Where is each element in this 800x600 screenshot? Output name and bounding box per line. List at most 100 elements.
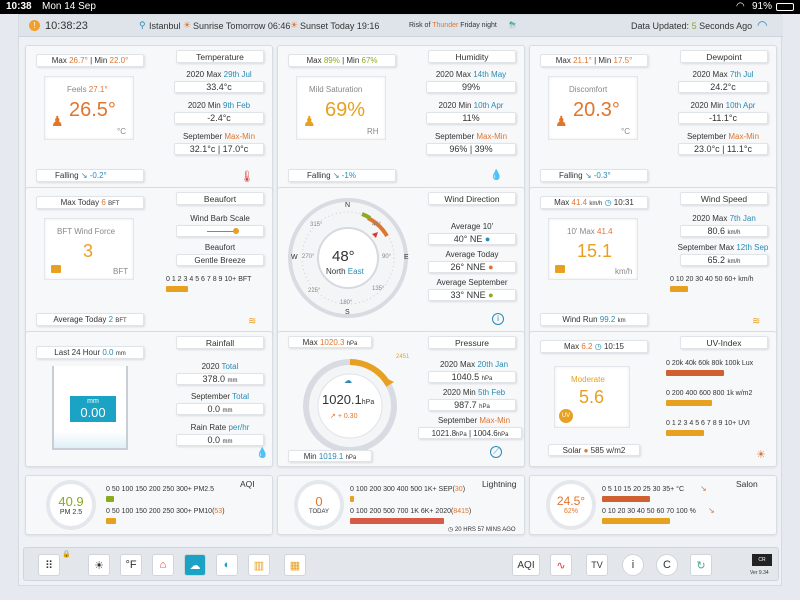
dew-row2: 2020 Min 10th Apr bbox=[690, 101, 756, 110]
tick-90: 90° bbox=[382, 254, 392, 260]
logo: CR bbox=[752, 554, 772, 566]
location-pin-icon: ⚲ bbox=[139, 20, 146, 30]
temp-title: Temperature bbox=[176, 50, 264, 63]
cloud-icon: ☁ bbox=[344, 376, 352, 385]
dial-top-label: 2451 bbox=[396, 354, 410, 360]
temp-trend: Falling ↘ -0.2° bbox=[36, 169, 144, 182]
wind-direction-tile[interactable]: Wind Direction N E S W 45° 90° 135° 180°… bbox=[277, 187, 525, 337]
ws-10max: 10' Max 41.4 bbox=[567, 227, 613, 236]
bft-badge-icon bbox=[51, 265, 61, 273]
dew-row1: 2020 Max 7th Jul bbox=[692, 70, 754, 79]
person-icon: ♟ bbox=[555, 113, 568, 129]
wind-waves-icon: ≋ bbox=[248, 316, 257, 327]
hum-row2-val: 11% bbox=[426, 112, 516, 124]
rain-title: Rainfall bbox=[176, 336, 264, 349]
lock-icon: 🔒 bbox=[62, 551, 71, 558]
bft-desc: BFT Wind Force bbox=[57, 227, 116, 236]
grid-menu-icon[interactable]: ⠿ bbox=[38, 554, 60, 576]
hum-main-panel: Mild Saturation 69% ♟ RH bbox=[296, 76, 386, 140]
dew-desc: Discomfort bbox=[569, 85, 608, 94]
dewpoint-tile[interactable]: Max 21.1° | Min 17.5° Dewpoint Discomfor… bbox=[529, 45, 777, 193]
trend-icon: ↘ bbox=[708, 506, 715, 515]
uv-max: Max 6.2 ◷ 10:15 bbox=[540, 340, 648, 353]
ws-row2: September Max 12th Sep bbox=[677, 243, 769, 252]
pres-row1-val: 1040.5 hPa bbox=[428, 371, 516, 383]
uv-tile[interactable]: Max 6.2 ◷ 10:15 UV-Index Moderate 5.6 UV… bbox=[529, 331, 777, 467]
temp-main-panel: Feels 27.1° 26.5° ♟ °C bbox=[44, 76, 134, 140]
temperature-tile[interactable]: Max 26.7° | Min 22.0° Temperature Feels … bbox=[25, 45, 273, 193]
copyright-button[interactable]: C bbox=[656, 554, 678, 576]
dew-max-min: Max 21.1° | Min 17.5° bbox=[540, 54, 648, 67]
compass-s: S bbox=[345, 309, 350, 316]
rain-last24: Last 24 Hour 0.0 mm bbox=[36, 346, 144, 359]
uv-desc: Moderate bbox=[571, 375, 605, 384]
data-updated: Data Updated: 5 Seconds Ago bbox=[631, 21, 753, 31]
lightning-tile[interactable]: 0 TODAY Lightning 0 100 200 300 400 500 … bbox=[277, 475, 525, 535]
aqi-tile[interactable]: 40.9 PM 2.5 AQI 0 50 100 150 200 250 300… bbox=[25, 475, 273, 535]
tv-button[interactable]: TV bbox=[586, 554, 608, 576]
info-button[interactable]: i bbox=[622, 554, 644, 576]
salon-tile[interactable]: 24.5° 62% Salon 0 5 10 15 20 25 30 35+ °… bbox=[529, 475, 777, 535]
house-icon[interactable]: ⌂ bbox=[152, 554, 174, 576]
theme-icon[interactable]: ☀ bbox=[88, 554, 110, 576]
compass-w: W bbox=[291, 254, 298, 261]
year-bar bbox=[350, 518, 444, 524]
calendar-icon[interactable]: ▦ bbox=[284, 554, 306, 576]
forecast-icon: ⛈ bbox=[509, 20, 517, 30]
wifi-status-icon: ◠ bbox=[757, 18, 768, 32]
pulse-icon[interactable]: ∿ bbox=[550, 554, 572, 576]
wind-waves-icon: ≋ bbox=[752, 316, 761, 327]
barb-label: Wind Barb Scale bbox=[190, 214, 250, 223]
chart-icon[interactable]: ▥ bbox=[248, 554, 270, 576]
temp-row2: 2020 Min 9th Feb bbox=[187, 101, 251, 110]
bft-title: Beaufort bbox=[176, 192, 264, 205]
moon-icon[interactable]: ◐ bbox=[216, 554, 238, 576]
hum-value: 69% bbox=[325, 99, 366, 121]
humidity-tile[interactable]: Max 89% | Min 67% Humidity Mild Saturati… bbox=[277, 45, 525, 193]
rain-row3: Rain Rate per/hr bbox=[190, 423, 250, 432]
year-scale: 0 100 200 500 700 1K 6K+ 2020(8415) bbox=[350, 508, 472, 515]
tick-45: 45° bbox=[372, 222, 382, 228]
rainfall-tile[interactable]: Last 24 Hour 0.0 mm Rainfall mm 0.00 202… bbox=[25, 331, 273, 467]
city: Istanbul bbox=[149, 21, 181, 31]
thermometer-icon: 🌡 bbox=[240, 171, 254, 183]
avgday: 26° NNE ● bbox=[428, 261, 516, 273]
compass-dial bbox=[288, 198, 408, 318]
beaufort-desc: Gentle Breeze bbox=[176, 254, 264, 266]
sunrise: Sunrise Tomorrow 06:46 bbox=[193, 21, 291, 31]
beaufort-tile[interactable]: Max Today 6 BFT Beaufort BFT Wind Force … bbox=[25, 187, 273, 337]
bft-max: Max Today 6 BFT bbox=[36, 196, 144, 209]
gauge-icon: ⟋ bbox=[490, 446, 502, 458]
info-icon[interactable]: i bbox=[492, 313, 504, 325]
sep-scale: 0 100 200 300 400 500 1K+ SEP(30) bbox=[350, 486, 466, 493]
pressure-tile[interactable]: Max 1020.3 hPa Pressure 2451 ☁ 1020.1hPa… bbox=[277, 331, 525, 467]
winddir-degrees: 48° bbox=[332, 248, 355, 265]
refresh-icon[interactable]: ↻ bbox=[690, 554, 712, 576]
weather-dashboard: ! 10:38:23 ⚲ Istanbul ☀ Sunrise Tomorrow… bbox=[18, 14, 783, 586]
ws-row1: 2020 Max 7th Jan bbox=[692, 214, 756, 223]
lux-bar bbox=[666, 370, 724, 376]
pres-row1: 2020 Max 20th Jan bbox=[439, 360, 509, 369]
rain-gauge-display: mm 0.00 bbox=[70, 396, 116, 422]
feels-label: Feels 27.1° bbox=[67, 85, 108, 94]
unit-toggle-button[interactable]: °F bbox=[120, 554, 142, 576]
aqi-button[interactable]: AQI bbox=[512, 554, 540, 576]
rain-row2-val: 0.0 mm bbox=[176, 403, 264, 415]
aqi-title: AQI bbox=[240, 479, 255, 489]
wind-barb-icon bbox=[176, 225, 264, 237]
salon-temp-scale: 0 5 10 15 20 25 30 35+ °C bbox=[602, 486, 685, 493]
uv-badge: UV bbox=[559, 409, 573, 423]
lightning-gauge: 0 TODAY bbox=[294, 480, 344, 530]
bft-unit: BFT bbox=[113, 267, 129, 276]
uv-value: 5.6 bbox=[579, 387, 605, 407]
sep-bar bbox=[350, 496, 354, 502]
info-icon[interactable]: ! bbox=[29, 20, 40, 31]
avg10-label: Average 10' bbox=[450, 222, 494, 231]
cloud-icon[interactable]: ☁ bbox=[184, 554, 206, 576]
wind-speed-tile[interactable]: Max 41.4 km/h ◷ 10:31 Wind Speed 10' Max… bbox=[529, 187, 777, 337]
tick-315: 315° bbox=[310, 222, 323, 228]
person-icon: ♟ bbox=[51, 113, 64, 129]
rain-row1: 2020 Total bbox=[201, 362, 239, 371]
dew-value: 20.3° bbox=[573, 99, 620, 121]
rain-row2: September Total bbox=[190, 392, 250, 401]
